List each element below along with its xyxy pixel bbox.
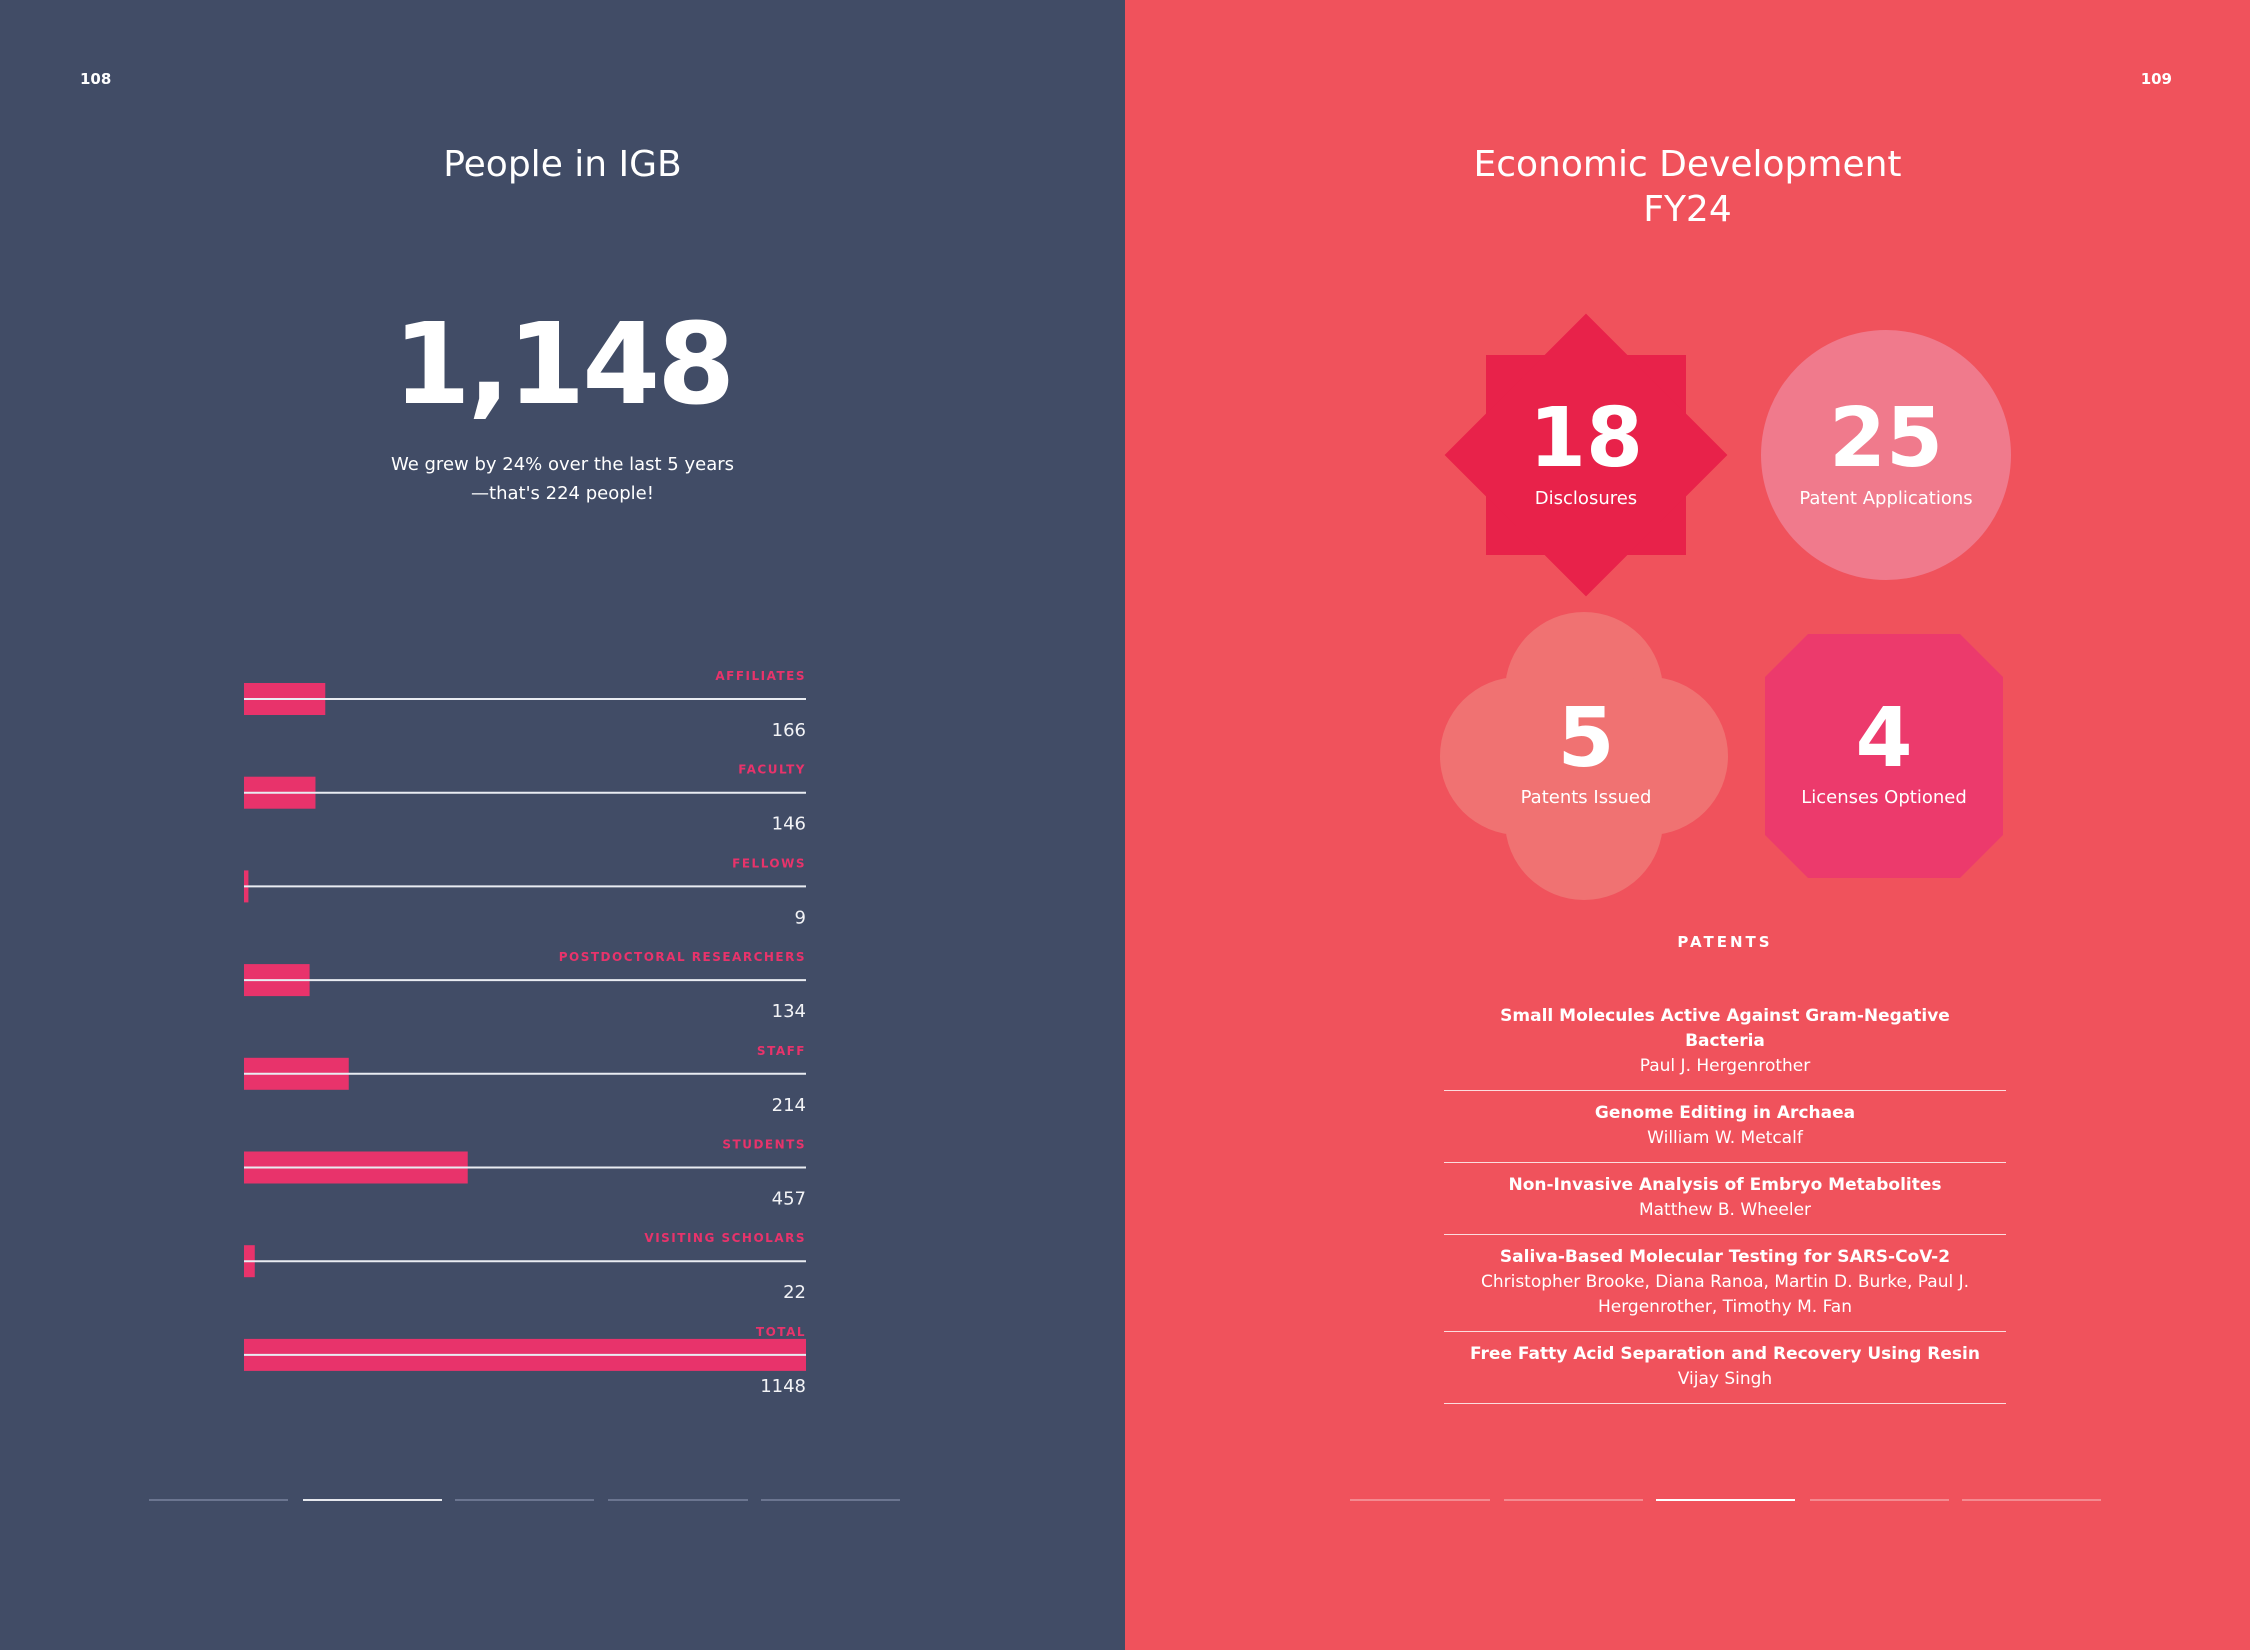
category-label: STAFF [757, 1044, 806, 1058]
subtitle: We grew by 24% over the last 5 years —th… [0, 450, 1125, 508]
category-label: POSTDOCTORAL RESEARCHERS [559, 950, 806, 964]
patent-title: Free Fatty Acid Separation and Recovery … [1470, 1344, 1980, 1364]
category-label: VISITING SCHOLARS [644, 1231, 806, 1245]
value-label: 166 [772, 720, 806, 741]
page-title: People in IGB [443, 144, 682, 185]
stat-value: 4 [1855, 691, 1912, 786]
value-label: 457 [772, 1189, 806, 1210]
value-label: 1148 [760, 1376, 806, 1397]
category-label: FACULTY [738, 763, 806, 777]
patent-title: Genome Editing in Archaea [1594, 1103, 1856, 1123]
subtitle-line: —that's 224 people! [471, 483, 654, 504]
octagon-shape [1765, 634, 2003, 878]
patent-inventors: William W. Metcalf [1647, 1128, 1803, 1148]
stat-value: 18 [1529, 391, 1643, 486]
value-label: 9 [795, 907, 806, 928]
patent: Free Fatty Acid Separation and Recovery … [1444, 1332, 2006, 1404]
patent-inventors: Matthew B. Wheeler [1638, 1200, 1812, 1220]
patent-inventors: Vijay Singh [1677, 1369, 1773, 1389]
stat-value: 5 [1557, 691, 1614, 786]
patent-inventors: Christopher Brooke, Diana Ranoa, Martin … [1480, 1272, 1970, 1317]
patent-title: Non-Invasive Analysis of Embryo Metaboli… [1508, 1175, 1942, 1195]
title-line: FY24 [1643, 189, 1732, 230]
category-label: AFFILIATES [715, 669, 806, 683]
patent-title: Small Molecules Active Against Gram-Nega… [1500, 1006, 1950, 1051]
stat-label: Patent Applications [1799, 488, 1972, 509]
category-label: TOTAL [756, 1325, 806, 1339]
circle-shape [1761, 330, 2011, 580]
category-label: FELLOWS [732, 856, 806, 870]
patent-list: Small Molecules Active Against Gram-Nega… [1444, 994, 2006, 1404]
value-label: 214 [772, 1095, 806, 1116]
page-title: Economic Development FY24 [1125, 142, 2250, 232]
patent: Small Molecules Active Against Gram-Nega… [1444, 994, 2006, 1091]
right-page: 109 Economic Development FY24 [1125, 0, 2250, 1650]
stat-label: Patents Issued [1521, 787, 1652, 808]
section-heading: PATENTS [1677, 933, 1772, 951]
stat-value: 25 [1829, 391, 1943, 486]
patent: Saliva-Based Molecular Testing for SARS-… [1444, 1235, 2006, 1332]
patent-title: Saliva-Based Molecular Testing for SARS-… [1499, 1247, 1951, 1267]
headline-number: 1,148 [392, 300, 735, 430]
page-number: 108 [80, 70, 112, 88]
left-page: 108 People in IGB 1,148 We grew by 24% o… [0, 0, 1125, 1650]
patent: Non-Invasive Analysis of Embryo Metaboli… [1444, 1163, 2006, 1235]
subtitle-line: We grew by 24% over the last 5 years [390, 454, 735, 475]
page-number: 109 [2140, 70, 2172, 88]
star-shape [1444, 313, 1728, 597]
value-label: 134 [772, 1001, 806, 1022]
stat-label: Disclosures [1535, 488, 1637, 509]
title-line: Economic Development [1473, 144, 1902, 185]
patent: Genome Editing in Archaea William W. Metc… [1444, 1091, 2006, 1163]
clover-shape [1440, 612, 1728, 900]
stat-label: Licenses Optioned [1801, 787, 1967, 808]
category-label: STUDENTS [722, 1138, 806, 1152]
patent-inventors: Paul J. Hergenrother [1639, 1056, 1811, 1076]
value-label: 22 [783, 1282, 806, 1303]
value-label: 146 [772, 814, 806, 835]
